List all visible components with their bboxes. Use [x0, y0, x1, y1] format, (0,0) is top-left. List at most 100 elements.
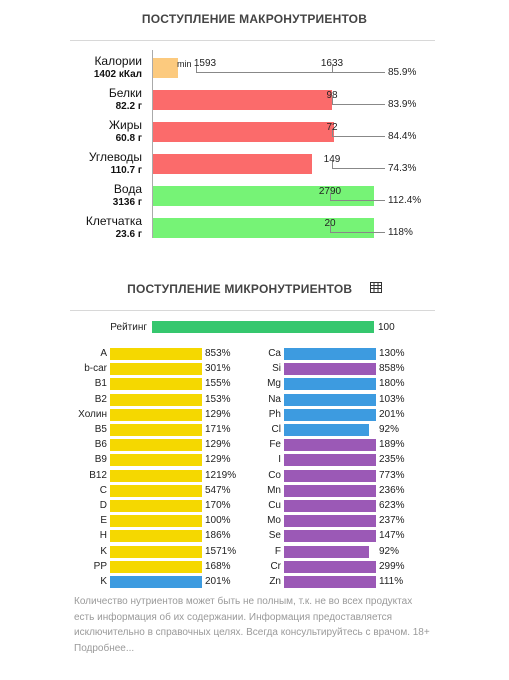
vitamin-percent: 201%	[205, 576, 231, 587]
norm-value: 1593	[193, 58, 217, 69]
mineral-percent: 189%	[379, 439, 405, 451]
mineral-bar	[284, 545, 369, 558]
vitamin-label: H	[99, 530, 107, 542]
mineral-label: Mg	[267, 378, 281, 390]
vitamin-label: b-car	[84, 363, 107, 375]
mineral-bar	[284, 424, 369, 436]
mineral-label: Cr	[270, 560, 281, 572]
vitamin-label: PP	[93, 560, 107, 572]
vitamin-percent: 129%	[205, 454, 231, 466]
vitamin-bar	[110, 469, 202, 482]
mineral-percent: 201%	[379, 408, 405, 420]
vitamin-bar	[110, 393, 202, 406]
macro-name: Углеводы	[88, 150, 142, 164]
disclaimer-note: Количество нутриентов может быть не полн…	[74, 596, 430, 654]
macro-label-3: Углеводы 110.7 г	[70, 151, 142, 177]
mineral-percent: 858%	[379, 363, 405, 375]
mineral-percent: 773%	[379, 469, 405, 481]
vitamin-label: E	[100, 515, 107, 527]
vitamin-label: C	[99, 484, 107, 496]
mineral-percent: 147%	[379, 530, 405, 542]
mineral-label: Na	[268, 393, 281, 405]
macro-percent: 84.4%	[388, 131, 417, 142]
min-tick	[196, 65, 197, 73]
norm-value: 149	[323, 154, 341, 165]
mineral-label: I	[278, 454, 281, 466]
mineral-label: Si	[272, 363, 281, 375]
table-icon[interactable]	[369, 281, 382, 296]
mineral-bar	[284, 576, 376, 588]
mineral-label: Cl	[271, 424, 281, 435]
vitamin-bar	[110, 530, 202, 543]
vitamin-bar	[110, 545, 202, 558]
macro-amount: 3136 г	[112, 197, 142, 208]
mineral-percent: 623%	[379, 500, 405, 511]
rating-value: 100	[378, 322, 395, 333]
vitamin-bar	[110, 424, 202, 436]
mineral-percent: 130%	[379, 348, 405, 359]
mineral-bar	[284, 530, 376, 543]
norm-line	[330, 232, 385, 233]
mineral-percent: 235%	[379, 454, 405, 466]
mineral-bar	[284, 408, 376, 421]
vitamin-bar	[110, 439, 202, 452]
vitamin-percent: 853%	[205, 348, 231, 359]
macro-amount: 23.6 г	[115, 229, 142, 240]
vitamin-percent: 129%	[205, 408, 231, 420]
macro-bar	[153, 90, 332, 110]
vitamin-bar	[110, 576, 202, 588]
mineral-percent: 92%	[379, 545, 400, 557]
mineral-percent: 180%	[379, 378, 405, 390]
macro-name: Белки	[108, 86, 142, 100]
mineral-label: Ph	[268, 408, 281, 420]
mineral-percent: 236%	[379, 484, 405, 496]
vitamin-bar	[110, 348, 202, 360]
norm-line	[332, 104, 385, 105]
norm-max-value: 1633	[320, 58, 344, 69]
micro-section-title: ПОСТУПЛЕНИЕ МИКРОНУТРИЕНТОВ	[0, 281, 509, 297]
macro-bar	[153, 154, 312, 174]
vitamin-percent: 1571%	[205, 545, 237, 557]
mineral-bar	[284, 560, 376, 573]
mineral-label: Zn	[269, 576, 281, 587]
mineral-bar	[284, 500, 376, 512]
macro-amount: 1402 кКал	[93, 69, 142, 80]
norm-line	[332, 168, 385, 169]
vitamin-percent: 547%	[205, 484, 231, 496]
vitamin-percent: 155%	[205, 378, 231, 390]
macro-amount: 60.8 г	[115, 133, 142, 144]
mineral-bar	[284, 378, 376, 391]
vitamin-percent: 170%	[205, 500, 231, 511]
macro-label-5: Клетчатка 23.6 г	[70, 215, 142, 241]
macro-label-0: Калории 1402 кКал	[70, 55, 142, 81]
macro-bar	[153, 186, 374, 206]
min-label: min	[177, 59, 192, 69]
vitamin-bar	[110, 560, 202, 573]
macro-name: Клетчатка	[85, 214, 142, 228]
vitamin-label: A	[100, 348, 107, 359]
macro-name: Вода	[113, 182, 142, 196]
rating-label: Рейтинг	[110, 322, 147, 333]
mineral-percent: 237%	[379, 515, 405, 527]
macro-amount: 110.7 г	[110, 165, 142, 176]
macro-bar	[153, 58, 178, 78]
vitamin-percent: 301%	[205, 363, 231, 375]
norm-tick	[332, 161, 333, 169]
macro-name: Калории	[94, 54, 142, 68]
divider	[70, 40, 435, 41]
mineral-label: Ca	[268, 348, 281, 359]
norm-value: 20	[324, 218, 336, 229]
vitamin-percent: 171%	[205, 424, 231, 435]
macro-section-title: ПОСТУПЛЕНИЕ МАКРОНУТРИЕНТОВ	[141, 12, 368, 26]
norm-tick	[332, 129, 333, 137]
vitamin-percent: 153%	[205, 393, 231, 405]
vitamin-percent: 186%	[205, 530, 231, 542]
mineral-bar	[284, 469, 376, 482]
vitamin-percent: 1219%	[205, 469, 237, 481]
norm-tick	[332, 65, 333, 73]
micro-title-text: ПОСТУПЛЕНИЕ МИКРОНУТРИЕНТОВ	[127, 282, 353, 296]
macro-label-2: Жиры 60.8 г	[70, 119, 142, 145]
vitamin-percent: 100%	[205, 515, 231, 527]
norm-line	[330, 200, 385, 201]
vitamin-bar	[110, 500, 202, 512]
